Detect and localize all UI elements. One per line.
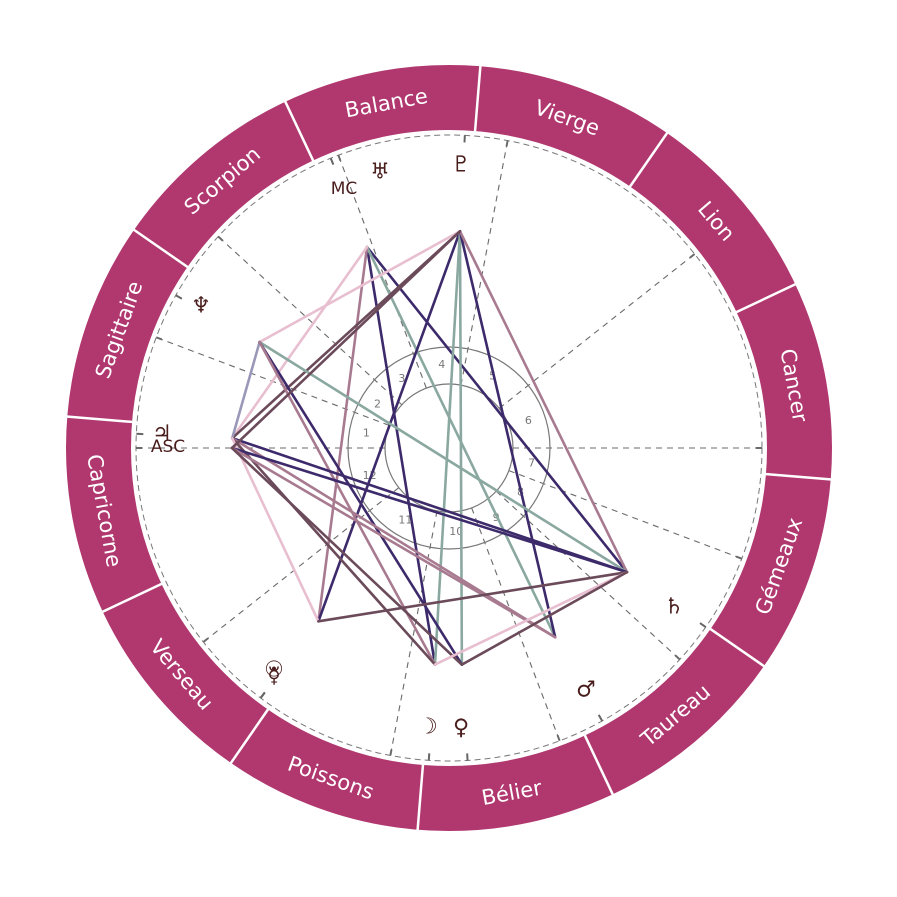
planet-glyphs: ♅ ♇ ♆ ♃ ♄ ♂ ♀ ☽ ☉☿	[152, 153, 684, 741]
sign-divider	[416, 763, 425, 831]
cusp-tick	[674, 654, 681, 661]
house-cusp-4	[337, 155, 427, 389]
sign-divider	[473, 65, 482, 133]
saturn-icon: ♄	[664, 595, 684, 620]
aspect-uranus-sun	[317, 245, 369, 623]
sign-divider	[735, 282, 797, 314]
cusp-tick	[689, 253, 696, 259]
aspect-jupiter-mars	[230, 436, 557, 639]
angle-label-mc: MC	[331, 179, 358, 199]
house-cusp-11	[389, 510, 438, 756]
house-number-3: 3	[398, 372, 405, 385]
angle-label-asc: ASC	[151, 437, 185, 457]
aspect-asc-pluto	[230, 229, 462, 450]
sign-divider	[764, 472, 832, 481]
aspect-pluto-neptune	[258, 229, 462, 344]
aspect-jupiter-sun	[230, 436, 320, 623]
jupiter-icon: ♃	[152, 422, 172, 447]
house-number-ring	[347, 346, 551, 550]
uranus-tick	[329, 157, 335, 166]
aspect-pluto-saturn	[458, 229, 629, 574]
aspect-pluto-moon	[433, 229, 462, 666]
venus-icon: ♀	[453, 716, 469, 741]
aspect-jupiter-saturn	[230, 436, 629, 574]
mars-icon: ♂	[576, 678, 596, 703]
aspect-neptune-venus	[258, 340, 464, 666]
neptune-icon: ♆	[191, 294, 211, 319]
house-number-1: 1	[363, 426, 370, 439]
cusp-tick	[389, 749, 393, 756]
house-cusp-8	[508, 470, 742, 560]
angle-labels: ASC MC	[151, 179, 357, 457]
aspect-asc-mars	[230, 446, 557, 639]
saturn-tick	[699, 622, 707, 628]
house-number-10: 10	[449, 525, 463, 538]
mercury-tick	[259, 691, 266, 699]
house-cusp-12	[203, 487, 400, 643]
aspect-pluto-venus	[458, 229, 464, 666]
sign-divider	[583, 734, 615, 796]
cusp-tick	[202, 637, 209, 643]
house-cusp-3	[217, 236, 403, 406]
mars-tick	[597, 714, 604, 722]
pluto-icon: ♇	[451, 153, 471, 178]
cusp-tick	[217, 235, 224, 242]
aspect-asc-venus	[230, 446, 464, 666]
house-number-4: 4	[438, 358, 445, 371]
cusp-tick	[337, 154, 342, 162]
aspect-neptune-saturn	[258, 340, 629, 574]
cusp-tick	[155, 336, 163, 341]
sign-divider	[628, 131, 669, 189]
aspect-uranus-saturn	[365, 245, 629, 574]
sign-divider	[132, 228, 190, 269]
aspect-moon-saturn	[433, 570, 629, 666]
house-cusp-6	[498, 253, 695, 409]
house-outer-circle	[347, 346, 551, 550]
cusp-tick	[735, 555, 743, 560]
house-number-5: 5	[489, 370, 496, 383]
planet-ticks	[136, 135, 707, 761]
house-number-11: 11	[398, 513, 412, 526]
aspect-sun-saturn	[317, 570, 629, 623]
cusp-tick	[505, 140, 509, 147]
aspect-lines	[230, 229, 629, 666]
aspect-neptune-jupiter	[230, 340, 261, 440]
sun-icon: ☉	[264, 658, 284, 683]
neptune-tick	[175, 294, 183, 300]
sign-divider	[229, 707, 270, 765]
house-number-2: 2	[374, 397, 381, 410]
aspect-pluto-sun	[317, 229, 462, 623]
zodiac-ring: BélierTaureauGémeauxCancerLionViergeBala…	[66, 65, 832, 831]
moon-icon: ☽	[418, 715, 438, 740]
cusp-tick	[556, 734, 561, 742]
house-number-7: 7	[528, 457, 535, 470]
aspect-uranus-jupiter	[230, 245, 369, 440]
aspect-pluto-mars	[458, 229, 557, 639]
sign-divider	[66, 415, 134, 424]
house-number-6: 6	[525, 414, 532, 427]
aspect-asc-saturn	[230, 446, 629, 574]
mercury-icon: ☿	[267, 664, 281, 689]
house-cusp-5	[460, 140, 509, 386]
aspect-jupiter-moon	[230, 436, 437, 666]
uranus-icon: ♅	[370, 160, 390, 185]
house-cusp-9	[495, 490, 681, 660]
aspect-venus-saturn	[460, 570, 629, 666]
sign-divider	[283, 100, 315, 162]
sign-divider	[101, 582, 163, 614]
aspect-uranus-moon	[365, 245, 437, 666]
sign-divider	[708, 627, 766, 668]
zodiac-ring-band	[66, 65, 832, 831]
